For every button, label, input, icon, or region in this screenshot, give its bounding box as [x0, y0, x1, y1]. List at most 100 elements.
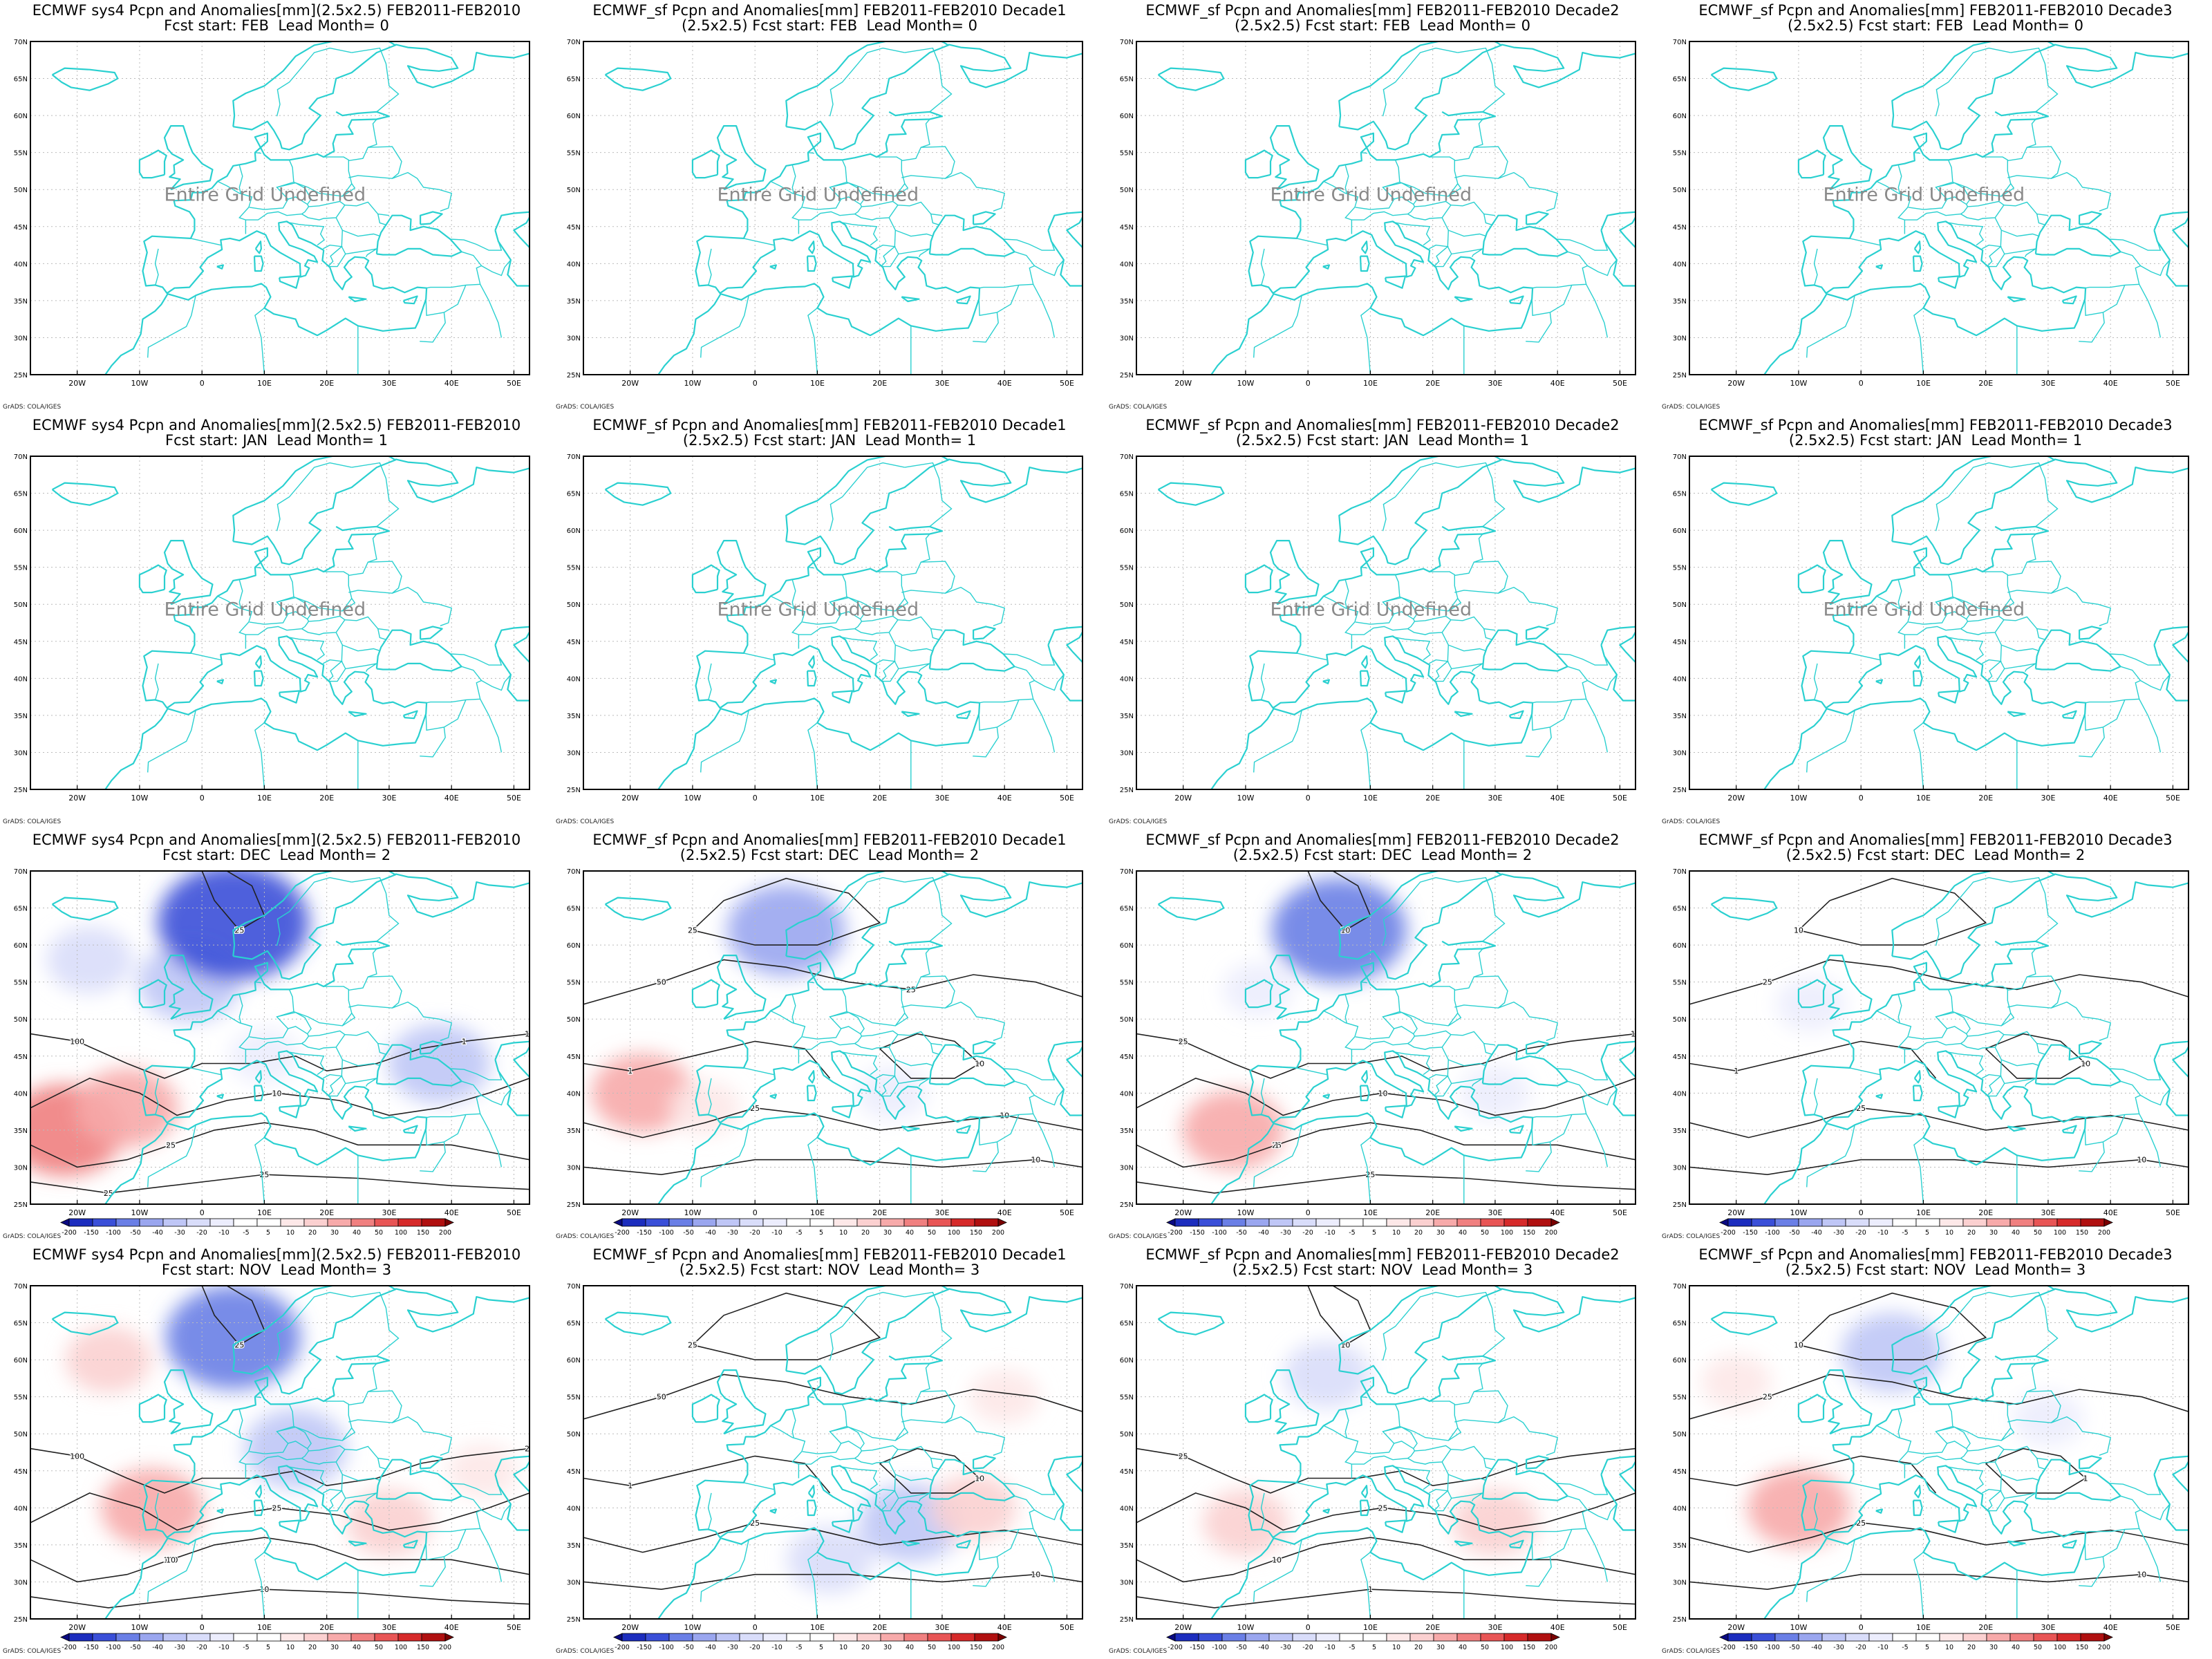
longitude-label: 20E [319, 794, 334, 803]
coastline [691, 979, 720, 1009]
country-border [1034, 259, 1065, 276]
colorbar-swatch [1174, 1218, 1199, 1227]
country-border [2085, 1080, 2141, 1118]
coastline [955, 1125, 971, 1134]
colorbar-swatch [1456, 1633, 1481, 1642]
country-border [854, 200, 899, 221]
colorbar-swatch [1221, 1218, 1246, 1227]
latitude-label: 70N [1120, 39, 1134, 46]
coastline [420, 1040, 443, 1055]
map-panel: ECMWF sys4 Pcpn and Anomalies[mm](2.5x2.… [0, 830, 553, 1244]
negative-anomaly [1283, 1341, 1370, 1408]
longitude-label: 10W [1237, 379, 1255, 388]
colorbar-swatch [115, 1633, 140, 1642]
country-border [286, 1051, 326, 1076]
latitude-label: 25N [567, 787, 581, 794]
longitude-label: 20W [68, 1623, 86, 1632]
longitude-label: 30E [935, 379, 949, 388]
colorbar-swatch [1915, 1633, 1940, 1642]
coastline [2007, 296, 2026, 303]
longitude-label: 30E [2041, 1623, 2055, 1632]
coastline [138, 1394, 167, 1423]
country-border [1913, 982, 1920, 984]
colorbar-label: -20 [1302, 1229, 1313, 1237]
longitude-label: 40E [444, 1208, 459, 1217]
coastline [1797, 1394, 1826, 1423]
coastline [253, 1499, 264, 1517]
coastline [51, 1311, 119, 1335]
coastline [1244, 564, 1273, 594]
colorbar-extend-high [1550, 1633, 1560, 1642]
coastline [104, 940, 428, 1204]
colorbar-label: 200 [439, 1644, 451, 1651]
country-border [1935, 462, 2011, 532]
latitude-label: 25N [1120, 1201, 1134, 1209]
colorbar-label: 100 [395, 1644, 407, 1651]
longitude-label: 0 [1859, 1623, 1864, 1632]
coastline [948, 44, 1082, 88]
longitude-label: 10E [1363, 1623, 1378, 1632]
country-border [2036, 213, 2048, 216]
colorbar-label: -200 [62, 1229, 77, 1237]
country-border [1876, 595, 1912, 649]
country-border [1987, 1498, 2005, 1512]
colorbar-label: 50 [375, 1229, 383, 1237]
latitude-label: 25N [14, 1616, 28, 1624]
latitude-label: 25N [567, 372, 581, 379]
contour-label: 10 [1031, 1156, 1040, 1165]
colorbar-label: 150 [1523, 1229, 1535, 1237]
colorbar-swatch [327, 1218, 352, 1227]
coastline [1912, 670, 1923, 687]
longitude-label: 20E [319, 1623, 334, 1632]
country-border [1960, 200, 2005, 221]
colorbar-label: 50 [375, 1644, 383, 1651]
coastline [928, 214, 1015, 257]
country-border [276, 1426, 312, 1450]
contour-label: 50 [657, 978, 666, 987]
colorbar-swatch [1386, 1218, 1411, 1227]
latitude-label: 50N [14, 1016, 28, 1024]
country-border [1532, 666, 1588, 704]
country-border [1498, 1416, 1559, 1456]
coastline [420, 626, 443, 640]
colorbar-swatch [1774, 1218, 1799, 1227]
colorbar-label: -5 [1902, 1229, 1908, 1237]
latitude-label: 25N [1673, 787, 1687, 794]
country-border [791, 165, 796, 194]
latitude-label: 65N [14, 491, 28, 498]
coastline [1322, 1094, 1330, 1099]
country-border [1994, 1047, 2040, 1067]
country-border [1913, 1396, 1920, 1398]
coastline [948, 1288, 1082, 1333]
longitude-label: 20W [621, 794, 639, 803]
country-border [904, 1291, 953, 1357]
colorbar-label: -50 [683, 1644, 694, 1651]
country-border [217, 180, 253, 234]
latitude-label: 45N [1120, 1053, 1134, 1061]
undefined-grid-message: Entire Grid Undefined [717, 184, 919, 205]
colorbar-label: 30 [1989, 1644, 1998, 1651]
country-border [2139, 698, 2162, 753]
colorbar-swatch [303, 1633, 328, 1642]
country-border [348, 975, 402, 1009]
longitude-label: 50E [507, 794, 521, 803]
map-plot: Entire Grid Undefined 25N 30N 35N 40N 45N 50N 5… [1673, 39, 2189, 388]
panel-title-line2: (2.5x2.5) Fcst start: JAN Lead Month= 1 [1235, 432, 1530, 449]
country-border [1351, 1448, 1416, 1465]
country-border [1587, 1089, 1618, 1106]
longitude-label: 20W [1174, 1208, 1192, 1217]
latitude-label: 35N [1673, 1127, 1687, 1135]
latitude-label: 45N [14, 1053, 28, 1061]
longitude-label: 20W [621, 1623, 639, 1632]
colorbar-label: 30 [330, 1229, 339, 1237]
latitude-label: 25N [14, 1201, 28, 1209]
latitude-label: 60N [1120, 942, 1134, 950]
coastline [1526, 1040, 1549, 1055]
country-border [341, 1427, 356, 1441]
country-border [293, 1400, 353, 1441]
country-border [881, 254, 899, 268]
country-border [904, 462, 953, 527]
country-border [377, 213, 389, 216]
country-border [846, 986, 906, 1027]
coastline [1338, 41, 1503, 151]
